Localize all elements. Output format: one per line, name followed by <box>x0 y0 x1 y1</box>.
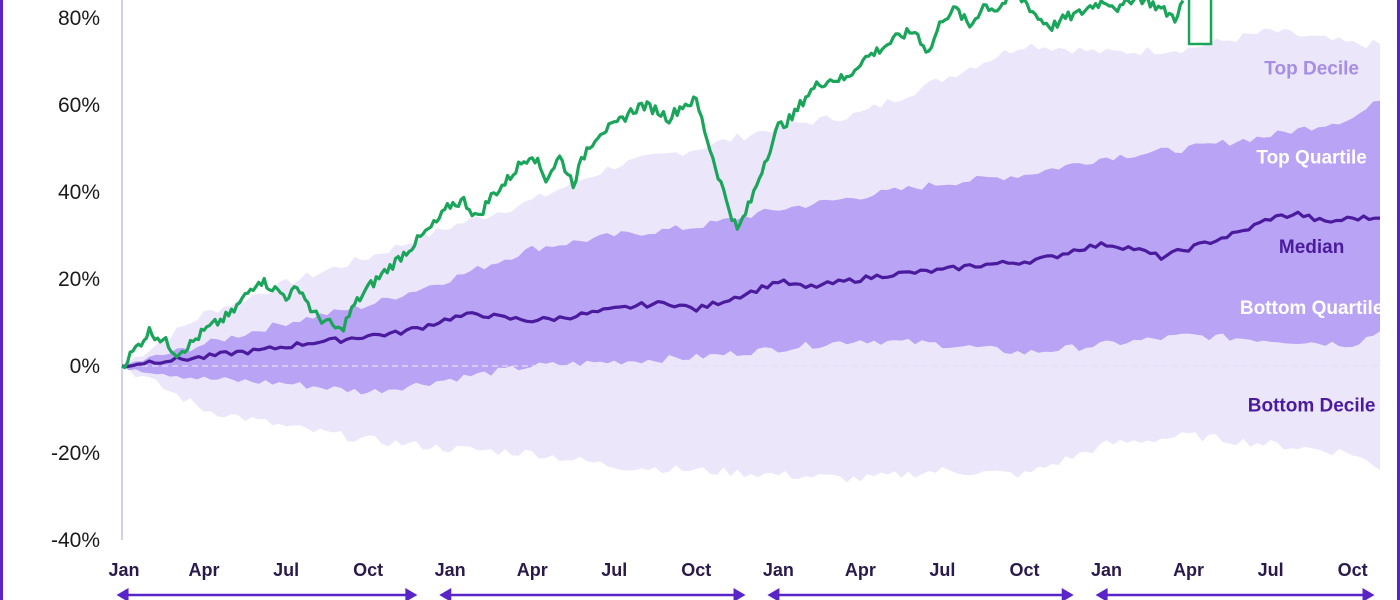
x-tick-label: Apr <box>189 560 220 580</box>
inner-band-quartile <box>122 100 1380 395</box>
band-label: Bottom Decile <box>1248 396 1376 417</box>
x-tick-label: Oct <box>353 560 383 580</box>
highlight-end-marker <box>1187 0 1213 46</box>
band-label: Bottom Quartile <box>1240 298 1384 319</box>
x-tick-label: Jul <box>273 560 299 580</box>
frame-right-border <box>1397 0 1400 600</box>
median-line <box>121 210 1381 369</box>
x-tick-label: Jan <box>1091 560 1122 580</box>
arrow-head-right <box>1362 588 1375 600</box>
year-span-arrow <box>1095 588 1375 600</box>
y-tick-label: 20% <box>58 268 100 291</box>
arrow-head-right <box>733 588 746 600</box>
series-lines <box>121 0 1381 370</box>
y-tick-label: 80% <box>58 7 100 30</box>
x-tick-label: Apr <box>517 560 548 580</box>
y-tick-label: 0% <box>70 355 100 378</box>
x-tick-label: Oct <box>1338 560 1368 580</box>
band-labels: Top Decile Top Quartile Median Bottom Quart… <box>1240 59 1384 417</box>
x-tick-label: Jul <box>929 560 955 580</box>
arrow-head-left <box>116 588 129 600</box>
x-tick-label: Jan <box>435 560 466 580</box>
x-tick-label: Jul <box>1258 560 1284 580</box>
x-tick-label: Apr <box>1173 560 1204 580</box>
arrow-head-left <box>439 588 452 600</box>
x-tick-label: Jan <box>108 560 139 580</box>
x-tick-label: Apr <box>845 560 876 580</box>
percentile-bands <box>122 28 1380 483</box>
year-arrows <box>116 588 1375 600</box>
year-span-arrow <box>116 588 418 600</box>
band-label: Top Quartile <box>1256 148 1366 169</box>
frame-left-border <box>0 0 3 600</box>
axes: 80% 60% 40% 20% 0% -20% -40% Jan Apr Jul Oct Jan Apr… <box>51 0 1380 580</box>
y-tick-label: 40% <box>58 181 100 204</box>
x-tick-label: Jul <box>601 560 627 580</box>
arrow-head-left <box>767 588 780 600</box>
y-tick-label: -40% <box>51 529 100 552</box>
x-tick-label: Oct <box>1009 560 1039 580</box>
y-tick-label: -20% <box>51 442 100 465</box>
arrow-head-left <box>1095 588 1108 600</box>
x-tick-label: Oct <box>681 560 711 580</box>
band-label: Top Decile <box>1264 59 1359 80</box>
y-tick-label: 60% <box>58 94 100 117</box>
arrow-head-right <box>405 588 418 600</box>
band-label: Median <box>1279 237 1344 258</box>
x-tick-label: Jan <box>763 560 794 580</box>
arrow-head-right <box>1061 588 1074 600</box>
highlight-series-line <box>121 0 1185 370</box>
year-span-arrow <box>439 588 746 600</box>
year-span-arrow <box>767 588 1074 600</box>
